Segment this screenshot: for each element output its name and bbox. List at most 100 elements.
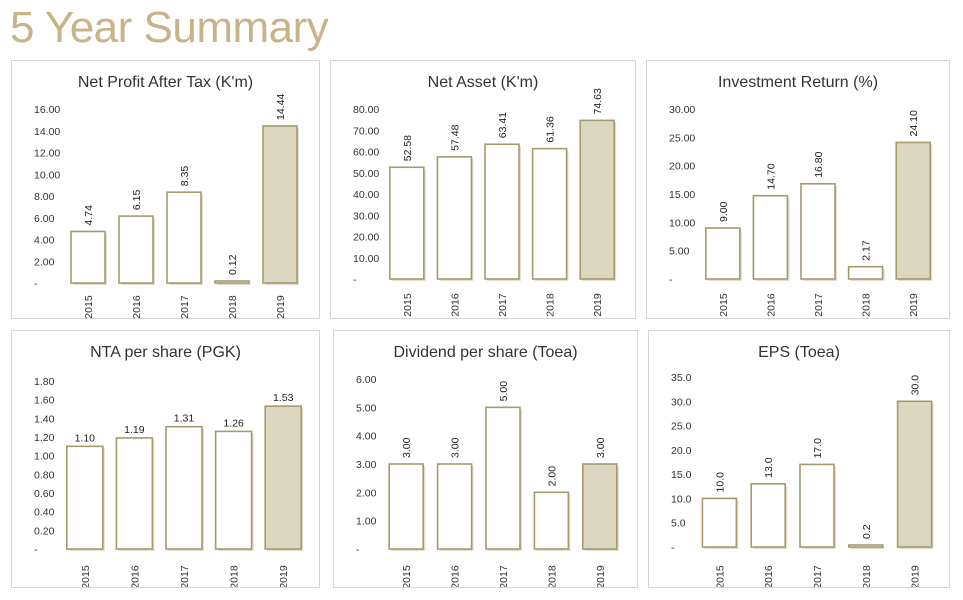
category-label: 2017: [179, 295, 191, 318]
y-tick-label: 25.00: [669, 132, 695, 144]
data-label: 17.0: [812, 438, 824, 459]
chart-title: Investment Return (%): [718, 74, 878, 91]
nta-per-share-chart: NTA per share (PGK) - 0.20 0.40 0.60 0.80 1.00…: [34, 344, 304, 587]
y-tick-label: 5.0: [671, 518, 686, 530]
data-label: 3.00: [450, 437, 462, 458]
y-tick-label: 3.00: [356, 459, 377, 471]
bar-2017: [165, 425, 203, 550]
bar-shadow: [217, 283, 251, 285]
y-tick-label: -: [353, 274, 357, 286]
data-label: 52.58: [402, 135, 414, 161]
bar-2016: [115, 437, 154, 550]
bar-2018: [847, 265, 884, 280]
data-label: 1.53: [273, 392, 294, 404]
chart-title: Dividend per share (Toea): [393, 344, 577, 361]
category-label: 2018: [545, 293, 557, 317]
y-tick-label: 5.00: [669, 246, 690, 258]
chart-panel-net-asset: Net Asset (K'm) - 10.00 20.00 30.00 40.00 50.0…: [330, 60, 636, 319]
y-tick-label: 20.00: [669, 161, 695, 173]
category-label: 2015: [83, 295, 95, 318]
chart-panel-investment-return: Investment Return (%) - 5.00 10.00 15.00 20.0…: [646, 60, 950, 319]
y-tick-label: -: [669, 274, 673, 286]
bar-2019: [262, 125, 298, 284]
bar-2015: [704, 227, 741, 280]
chart-title: EPS (Toea): [758, 344, 840, 361]
bar-2015: [388, 166, 425, 280]
category-label: 2016: [450, 565, 462, 587]
chart-panel-eps: EPS (Toea) - 5.0 10.0 15.0 20.0 25.0 30.0 35.0 10…: [648, 330, 950, 588]
bar-2019: [579, 119, 615, 280]
category-label: 2015: [714, 565, 726, 587]
chart-panel-nta-per-share: NTA per share (PGK) - 0.20 0.40 0.60 0.80 1.00…: [11, 330, 320, 588]
y-tick-label: 30.00: [669, 104, 695, 116]
category-label: 2016: [449, 293, 461, 317]
y-tick-label: 20.0: [671, 445, 692, 457]
y-tick-label: 50.00: [353, 168, 379, 180]
category-label: 2015: [402, 293, 414, 317]
bar-2019: [264, 405, 302, 550]
bar-2017: [166, 191, 202, 284]
data-label: 57.48: [449, 124, 461, 150]
bar-2018: [531, 147, 568, 280]
y-tick-label: 1.00: [356, 516, 377, 528]
y-tick-label: 60.00: [353, 147, 379, 159]
bar-2016: [436, 156, 473, 280]
y-tick-label: 25.0: [671, 421, 692, 433]
y-tick-label: 30.00: [353, 210, 379, 222]
category-label: 2016: [765, 293, 777, 317]
data-label: 0.12: [227, 254, 239, 275]
y-tick-label: 35.0: [671, 372, 692, 384]
bar-2018: [848, 544, 884, 548]
data-label: 1.26: [223, 417, 244, 429]
category-label: 2017: [498, 565, 510, 587]
bar-2017: [484, 143, 520, 280]
data-label: 8.35: [179, 166, 191, 187]
y-tick-label: 4.00: [356, 431, 377, 443]
bar-2018: [214, 280, 250, 284]
y-tick-label: 2.00: [34, 256, 55, 268]
data-label: 1.31: [174, 413, 195, 425]
dividend-per-share-chart: Dividend per share (Toea) - 1.00 2.00 3.00 4.…: [356, 344, 619, 587]
category-label: 2015: [718, 293, 730, 317]
y-tick-label: 2.00: [356, 487, 377, 499]
data-label: 3.00: [401, 437, 413, 458]
category-label: 2017: [812, 565, 824, 587]
chart-title: NTA per share (PGK): [90, 344, 241, 361]
y-tick-label: 6.00: [356, 374, 377, 386]
category-label: 2018: [227, 295, 239, 318]
y-tick-label: 14.00: [34, 126, 60, 138]
bar-2017: [800, 183, 836, 280]
data-label: 1.19: [124, 424, 145, 436]
y-tick-label: 12.00: [34, 148, 60, 160]
y-tick-label: -: [34, 544, 38, 556]
category-label: 2019: [275, 295, 287, 318]
data-label: 6.15: [131, 190, 143, 211]
data-label: 9.00: [718, 201, 730, 222]
bar-2016: [752, 194, 789, 280]
y-tick-label: -: [671, 542, 675, 554]
category-label: 2019: [908, 293, 920, 317]
chart-title: Net Asset (K'm): [428, 74, 539, 91]
y-tick-label: 1.80: [34, 376, 55, 388]
net-asset-chart: Net Asset (K'm) - 10.00 20.00 30.00 40.00 50.0…: [353, 74, 617, 317]
y-tick-label: 8.00: [34, 191, 55, 203]
y-tick-label: 30.0: [671, 396, 692, 408]
bar-2017: [799, 463, 835, 548]
eps-chart: EPS (Toea) - 5.0 10.0 15.0 20.0 25.0 30.0 35.0 10…: [671, 344, 934, 587]
y-tick-label: 1.20: [34, 432, 55, 444]
y-tick-label: 0.80: [34, 469, 55, 481]
category-label: 2018: [546, 565, 558, 587]
bar-2017: [485, 406, 521, 550]
investment-return-chart: Investment Return (%) - 5.00 10.00 15.00 20.0…: [669, 74, 933, 317]
data-label: 10.0: [714, 472, 726, 493]
category-label: 2017: [813, 293, 825, 317]
bar-2015: [70, 230, 106, 284]
chart-panel-net-profit: Net Profit After Tax (K'm) - 2.00 4.00 6.00 8…: [11, 60, 320, 319]
y-tick-label: 0.40: [34, 507, 55, 519]
category-label: 2016: [129, 565, 141, 587]
y-tick-label: 15.00: [669, 189, 695, 201]
bar-2015: [701, 497, 738, 548]
data-label: 1.10: [75, 432, 96, 444]
data-label: 74.63: [592, 88, 604, 114]
y-tick-label: 5.00: [356, 402, 377, 414]
